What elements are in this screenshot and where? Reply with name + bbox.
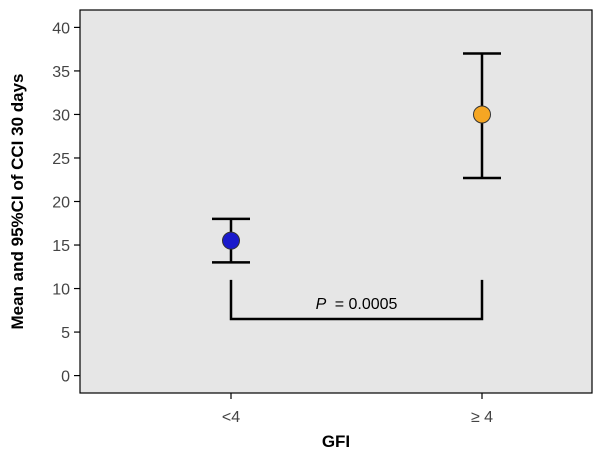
y-tick-label: 15 (52, 238, 70, 255)
data-marks (212, 52, 501, 264)
x-tick-label: ≥ 4 (471, 409, 493, 426)
y-tick-label: 40 (52, 20, 70, 37)
p-value-symbol: P (316, 296, 327, 313)
mean-point (222, 231, 240, 250)
y-tick-label: 30 (52, 107, 70, 124)
y-tick-label: 35 (52, 64, 70, 81)
y-tick-label: 10 (52, 282, 70, 299)
error-bar-group (212, 217, 250, 264)
mean-point (473, 105, 491, 124)
x-tick-label: <4 (222, 409, 240, 426)
y-tick-label: 25 (52, 151, 70, 168)
plot-panel (79, 9, 593, 394)
y-tick-label: 0 (61, 369, 70, 386)
x-axis-title: GFI (322, 432, 350, 451)
y-tick-label: 5 (61, 325, 70, 342)
x-axis: <4 ≥ 4 (222, 393, 493, 426)
y-axis: 0 5 10 15 20 25 30 35 40 (52, 20, 80, 386)
p-value-annotation: P = 0.0005 (316, 296, 398, 313)
significance-bracket (229, 279, 484, 321)
error-bar-group (463, 52, 501, 180)
bracket-line (229, 279, 484, 321)
p-value-text: = 0.0005 (335, 296, 398, 313)
y-tick-label: 20 (52, 195, 70, 212)
y-axis-title: Mean and 95%CI of CCI 30 days (8, 73, 27, 329)
